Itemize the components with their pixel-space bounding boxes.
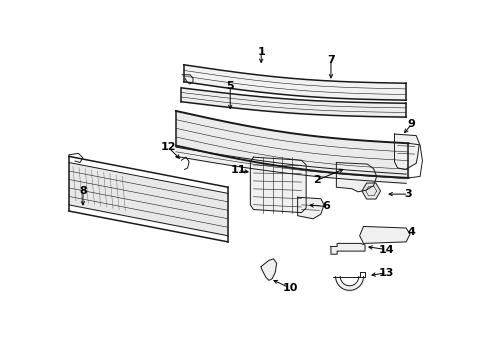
Polygon shape (360, 226, 410, 243)
Text: 8: 8 (79, 186, 87, 196)
Text: 10: 10 (282, 283, 297, 293)
Text: 3: 3 (405, 189, 412, 199)
Bar (345, 170, 351, 173)
Text: 5: 5 (226, 81, 234, 91)
Bar (357, 171, 363, 174)
Text: 6: 6 (322, 202, 330, 211)
Text: 11: 11 (230, 165, 245, 175)
Polygon shape (297, 197, 324, 219)
Text: 1: 1 (257, 48, 265, 58)
Text: 13: 13 (379, 267, 394, 278)
Text: 7: 7 (327, 55, 335, 65)
Polygon shape (331, 243, 365, 254)
Polygon shape (394, 134, 419, 170)
Polygon shape (261, 259, 277, 280)
Polygon shape (336, 163, 377, 192)
Polygon shape (250, 157, 306, 213)
Text: 12: 12 (160, 142, 176, 152)
Text: 14: 14 (379, 244, 394, 255)
Polygon shape (362, 183, 381, 199)
Text: 4: 4 (408, 227, 416, 237)
Text: 9: 9 (408, 119, 416, 129)
Text: 2: 2 (313, 175, 321, 185)
